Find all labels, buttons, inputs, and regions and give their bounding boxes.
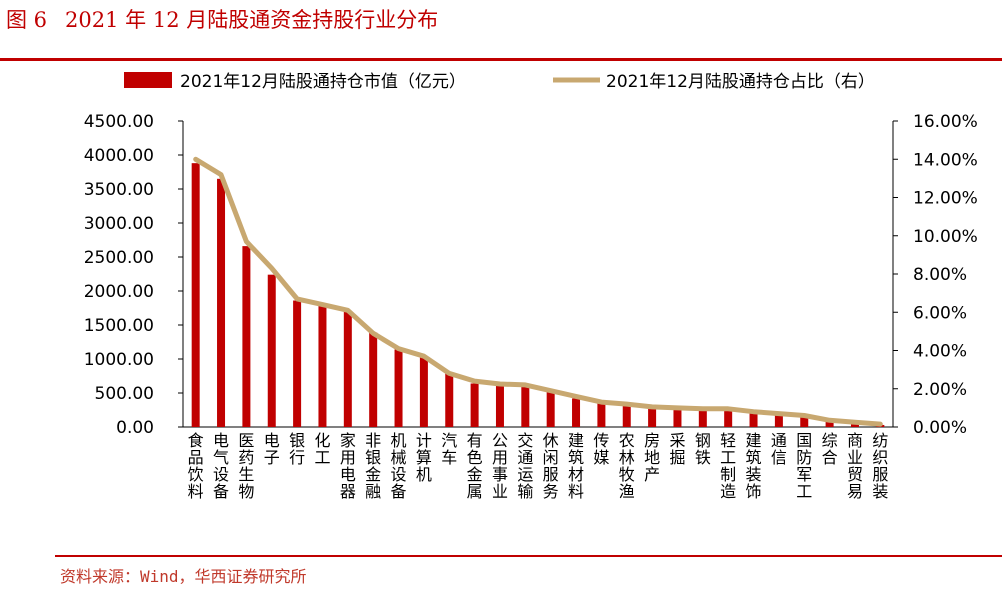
x-tick-label: 食品饮料 [188,431,204,501]
x-tick-label: 休闲服务 [543,431,559,501]
bar [521,386,530,427]
x-tick-label: 公用事业 [492,431,508,501]
bar [546,391,555,427]
x-tick-label: 房地产 [644,431,660,484]
x-tick-label: 轻工制造 [720,431,736,501]
source-note: 资料来源：Wind，华西证券研究所 [60,567,307,586]
left-tick-label: 2500.00 [84,248,154,268]
x-tick-label: 计算机 [416,431,432,484]
share-line [193,156,883,427]
bar [318,305,327,427]
x-tick-label: 医药生物 [238,431,254,501]
legend-bar-swatch [124,72,172,88]
left-tick-label: 2000.00 [84,282,154,302]
x-tick-label: 传媒 [593,431,609,467]
figure-number: 图 6 [6,8,48,32]
left-tick-label: 0.00 [116,418,154,438]
bar-series [191,163,885,427]
bar [470,383,479,427]
x-tick-label: 电气设备 [213,431,229,501]
right-tick-label: 8.00% [913,265,967,285]
x-tick-label: 化工 [314,431,330,467]
bar [800,416,809,427]
figure-title-text: 2021 年 12 月陆股通资金持股行业分布 [65,8,439,32]
right-tick-label: 10.00% [913,227,978,247]
x-axis-labels: 食品饮料电气设备医药生物电子银行化工家用电器非银金融机械设备计算机汽车有色金属公… [188,431,889,501]
title-divider [0,58,1002,61]
x-tick-label: 机械设备 [391,431,407,501]
footer-divider [55,555,1002,557]
line-series [193,156,883,427]
x-tick-label: 汽车 [441,431,457,467]
bar [369,332,378,427]
right-tick-label: 2.00% [913,380,967,400]
legend-bar-label: 2021年12月陆股通持仓市值（亿元） [180,72,466,92]
left-tick-label: 4500.00 [84,112,154,132]
right-tick-label: 12.00% [913,189,978,209]
x-tick-label: 家用电器 [340,431,356,501]
x-tick-label: 采掘 [669,431,685,467]
bar [242,246,251,427]
left-tick-label: 1000.00 [84,350,154,370]
bar [343,311,352,427]
legend-line-label: 2021年12月陆股通持仓占比（右） [606,72,875,92]
bar [495,384,504,427]
bar [749,411,758,427]
x-tick-label: 纺织服装 [872,431,888,501]
bar [419,356,428,427]
x-tick-label: 电子 [264,431,280,467]
left-tick-label: 500.00 [95,384,154,404]
bar [572,398,581,427]
bar [191,163,200,427]
bar [774,414,783,427]
right-tick-label: 16.00% [913,112,978,132]
x-tick-label: 综合 [822,431,838,467]
bar [445,372,454,427]
bar [850,423,859,427]
x-tick-label: 通信 [771,431,787,467]
bar [267,274,276,427]
x-tick-label: 交通运输 [517,431,533,501]
x-tick-label: 建筑材料 [568,431,584,501]
bar [673,407,682,427]
left-tick-label: 1500.00 [84,316,154,336]
x-tick-label: 有色金属 [467,431,483,501]
x-tick-label: 建筑装饰 [746,431,762,501]
x-tick-label: 农林牧渔 [619,431,635,501]
right-tick-label: 6.00% [913,303,967,323]
x-tick-label: 非银金融 [365,431,381,501]
right-tick-label: 4.00% [913,342,967,362]
figure-title: 图 6 2021 年 12 月陆股通资金持股行业分布 [6,4,438,34]
bar [597,401,606,427]
x-tick-label: 银行 [289,431,305,467]
left-tick-label: 4000.00 [84,146,154,166]
x-tick-label: 商业贸易 [847,431,863,501]
x-tick-label: 钢铁 [695,431,711,467]
axes: 0.00 500.00 1000.00 1500.00 2000.00 2500.00 30… [84,112,978,438]
x-tick-label: 国防军工 [796,431,812,501]
bar [724,409,733,427]
bar [622,403,631,427]
legend: 2021年12月陆股通持仓市值（亿元） 2021年12月陆股通持仓占比（右） [124,72,875,92]
bar [394,349,403,427]
bar [217,178,226,427]
bar [698,408,707,427]
right-tick-label: 0.00% [913,418,967,438]
bar [825,421,834,427]
bar [293,300,302,427]
bar [648,406,657,427]
right-tick-label: 14.00% [913,150,978,170]
left-tick-label: 3500.00 [84,180,154,200]
left-tick-label: 3000.00 [84,214,154,234]
